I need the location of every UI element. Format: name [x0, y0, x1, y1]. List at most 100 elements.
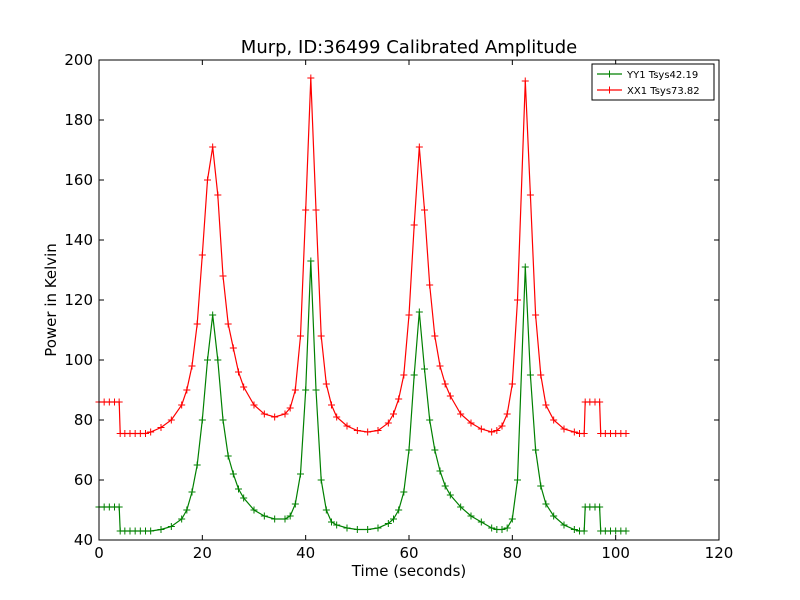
data-point: [343, 524, 351, 532]
data-point: [542, 500, 550, 508]
data-point: [431, 446, 439, 454]
data-point: [302, 386, 310, 394]
data-point: [312, 386, 320, 394]
axes-layer: 0 20 40 60 80 100 120 40 60 80 100 120 140 160 180 200: [64, 51, 733, 562]
data-point: [224, 320, 232, 328]
y-tick-label: 120: [64, 291, 93, 309]
data-point: [384, 520, 392, 527]
data-point: [526, 191, 534, 199]
data-point: [219, 272, 227, 280]
data-point: [508, 515, 516, 523]
data-point: [188, 488, 196, 496]
data-point: [193, 320, 201, 328]
legend-entry-0: YY1 Tsys42.19: [597, 70, 698, 81]
data-point: [421, 206, 428, 214]
data-point: [498, 422, 506, 430]
data-point: [477, 518, 485, 526]
data-point: [260, 512, 268, 520]
data-point: [503, 524, 511, 532]
data-point: [281, 410, 289, 418]
data-point: [410, 221, 418, 229]
data-point: [467, 512, 475, 520]
data-point: [193, 461, 201, 469]
data-point: [596, 398, 604, 406]
data-point: [157, 526, 165, 533]
data-point: [178, 401, 186, 409]
data-point: [374, 427, 382, 434]
data-point: [317, 476, 325, 484]
y-tick-label: 80: [74, 411, 93, 429]
x-tick-label: 100: [601, 544, 630, 562]
series-0: [95, 257, 630, 535]
data-point: [508, 380, 516, 388]
legend: YY1 Tsys42.19 XX1 Tsys73.82: [591, 63, 715, 101]
data-point: [622, 430, 630, 437]
data-point: [400, 371, 408, 379]
data-point: [488, 428, 496, 436]
x-tick-label: 120: [705, 544, 734, 562]
data-point: [514, 296, 521, 304]
data-point: [441, 482, 449, 490]
y-tick-label: 40: [74, 531, 93, 549]
data-point: [457, 503, 465, 511]
y-tick-label: 60: [74, 471, 93, 489]
data-point: [550, 416, 558, 424]
data-point: [405, 446, 413, 454]
series-line: [99, 77, 626, 435]
data-point: [364, 428, 372, 436]
data-point: [580, 430, 588, 437]
data-point: [374, 524, 382, 532]
data-point: [395, 395, 403, 403]
data-point: [390, 410, 397, 418]
data-point: [183, 386, 191, 394]
data-point: [235, 485, 242, 493]
data-point: [204, 356, 211, 364]
data-point: [178, 515, 186, 523]
legend-entry-1: XX1 Tsys73.82: [597, 86, 700, 97]
data-point: [521, 77, 529, 85]
data-point: [240, 383, 248, 391]
data-point: [291, 386, 299, 394]
legend-marker: [606, 86, 613, 94]
data-point: [560, 521, 568, 529]
data-point: [307, 257, 315, 265]
data-point: [431, 332, 439, 340]
data-point: [526, 371, 534, 379]
data-point: [542, 401, 550, 409]
data-point: [521, 263, 529, 271]
data-point: [317, 332, 325, 340]
data-point: [537, 371, 545, 379]
data-point: [532, 311, 540, 319]
data-point: [446, 491, 454, 499]
data-point: [550, 512, 558, 520]
data-point: [343, 422, 351, 430]
y-tick-label: 160: [64, 171, 93, 189]
data-point: [415, 143, 423, 151]
y-tick-label: 200: [64, 51, 93, 69]
data-point: [322, 506, 330, 514]
data-point: [421, 365, 428, 373]
data-point: [436, 467, 444, 475]
data-point: [204, 176, 211, 184]
data-point: [198, 416, 206, 424]
data-point: [570, 526, 578, 533]
data-point: [260, 410, 268, 418]
series-1: [95, 74, 630, 437]
data-point: [488, 524, 496, 532]
data-point: [436, 362, 444, 370]
data-point: [250, 506, 258, 514]
data-point: [219, 416, 227, 424]
data-point: [441, 380, 449, 388]
data-point: [214, 356, 222, 364]
data-point: [307, 74, 315, 82]
legend-label: YY1 Tsys42.19: [626, 70, 698, 81]
data-point: [410, 371, 418, 379]
data-point: [229, 470, 237, 478]
x-tick-label: 60: [399, 544, 418, 562]
y-tick-label: 140: [64, 231, 93, 249]
x-tick-label: 20: [193, 544, 212, 562]
data-point: [209, 143, 217, 151]
data-point: [405, 311, 413, 319]
data-point: [353, 427, 361, 434]
data-point: [322, 380, 330, 388]
